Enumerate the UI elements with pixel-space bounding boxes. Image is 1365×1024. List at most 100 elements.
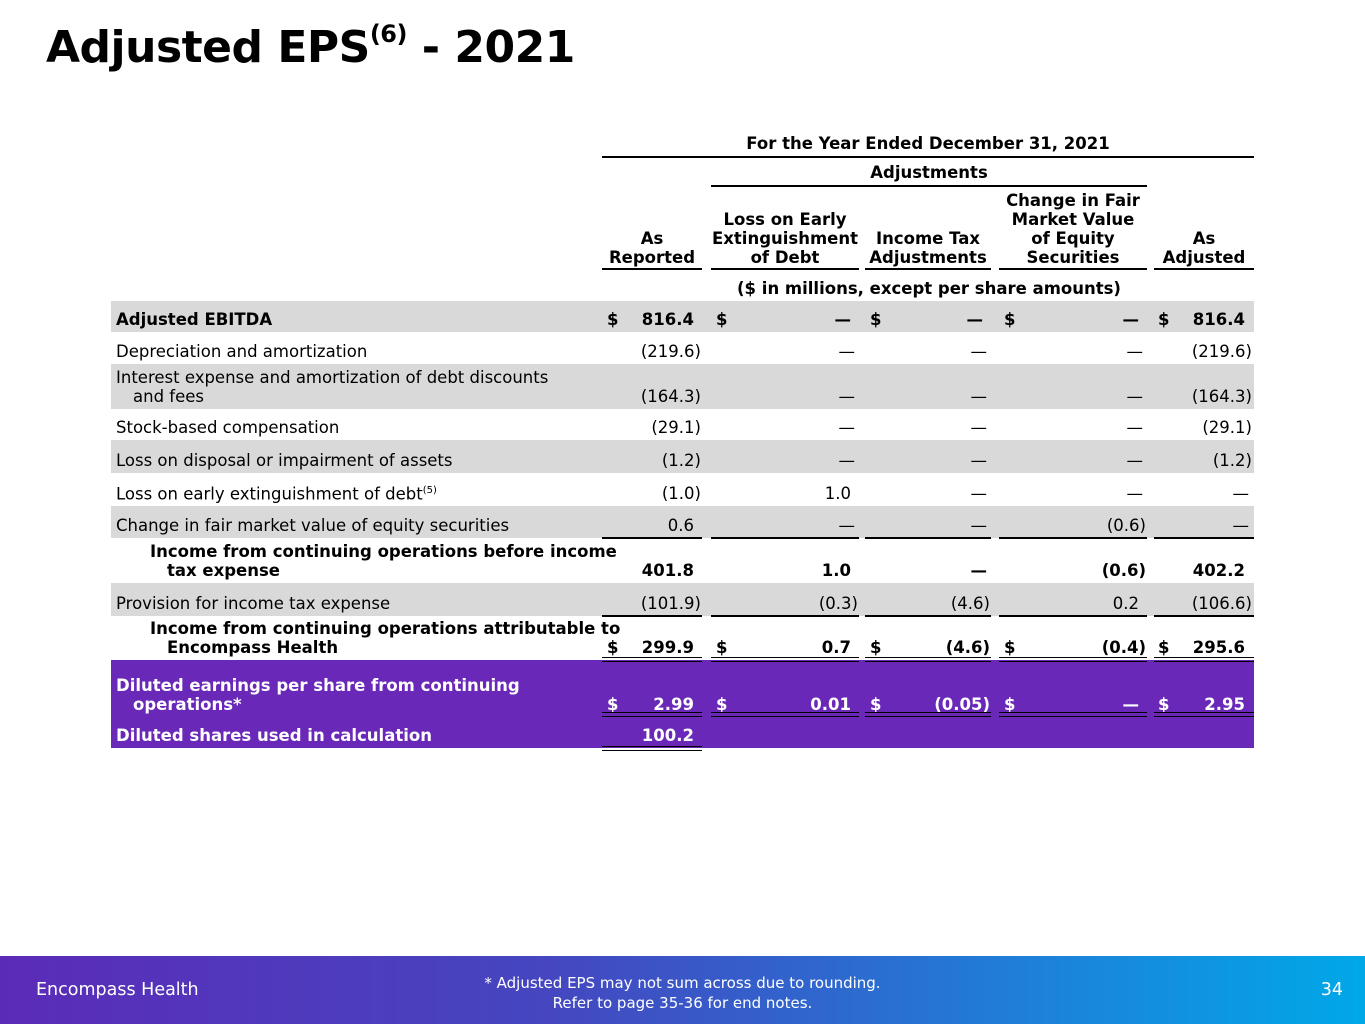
table-row: Income from continuing operations attrib…: [111, 616, 1254, 660]
subtotal-rule: [1154, 615, 1254, 617]
table-cell: 0.6: [667, 516, 694, 535]
page-title-footnote: (6): [369, 20, 408, 49]
table-cell: 402.2: [1192, 561, 1245, 580]
table-cell: (164.3): [640, 387, 701, 406]
table-cell: (4.6): [945, 638, 990, 657]
period-header-rule: [602, 156, 1254, 158]
table-cell: (1.2): [1212, 451, 1252, 470]
period-header: For the Year Ended December 31, 2021: [746, 134, 1110, 153]
subtotal-rule: [865, 615, 991, 617]
col-rule-as-adjusted: [1154, 268, 1254, 270]
row-label: Depreciation and amortization: [116, 342, 368, 361]
currency-symbol: $: [607, 310, 619, 329]
row-label: Diluted shares used in calculation: [116, 726, 432, 745]
total-double-rule: [711, 657, 859, 662]
table-cell: —: [1126, 484, 1144, 503]
total-double-rule: [1154, 657, 1254, 662]
row-label: Provision for income tax expense: [116, 594, 391, 613]
adjustments-header-rule: [711, 185, 1147, 187]
col-header-change-in-fair-market-value: Change in Fair Market Value of Equity Secur…: [1006, 191, 1140, 267]
currency-symbol: $: [716, 695, 728, 714]
table-row: Loss on disposal or impairment of assets…: [111, 440, 1254, 473]
table-cell: —: [970, 387, 988, 406]
table-cell: —: [1122, 310, 1140, 329]
table-row: Provision for income tax expense (101.9) (…: [111, 583, 1254, 616]
footer-note-line-1: * Adjusted EPS may not sum across due to…: [484, 974, 881, 992]
currency-symbol: $: [870, 695, 882, 714]
table-cell: (219.6): [640, 342, 701, 361]
row-label: Income from continuing operations before…: [150, 542, 617, 580]
table-row: Adjusted EBITDA $816.4 $ — $ — $ — $816.4: [111, 301, 1254, 332]
row-label: Adjusted EBITDA: [116, 310, 273, 329]
units-header: ($ in millions, except per share amounts…: [737, 279, 1121, 298]
table-cell: —: [1232, 484, 1250, 503]
table-cell: —: [838, 342, 856, 361]
currency-symbol: $: [607, 638, 619, 657]
adjustments-header: Adjustments: [870, 163, 988, 182]
table-cell: 295.6: [1192, 638, 1245, 657]
table-cell: —: [1126, 387, 1144, 406]
table-row: Stock-based compensation (29.1) — — — (29.1): [111, 409, 1254, 440]
col-rule-as-reported: [602, 268, 702, 270]
table-cell: 1.0: [824, 484, 851, 503]
table-cell: (0.6): [1106, 516, 1146, 535]
currency-symbol: $: [1158, 695, 1170, 714]
total-double-rule: [865, 657, 991, 662]
footer-bar: Encompass Health * Adjusted EPS may not …: [0, 956, 1365, 1024]
table-cell: —: [1126, 418, 1144, 437]
table-cell: —: [838, 418, 856, 437]
table-cell: (29.1): [1202, 418, 1252, 437]
table-cell: (219.6): [1191, 342, 1252, 361]
table-row: Depreciation and amortization (219.6) — — — (…: [111, 332, 1254, 364]
table-cell: 2.95: [1204, 695, 1245, 714]
total-double-rule: [1154, 712, 1254, 717]
table-cell: (1.2): [661, 451, 701, 470]
footer-brand: Encompass Health: [36, 980, 199, 1000]
currency-symbol: $: [1158, 310, 1170, 329]
row-label: Income from continuing operations attrib…: [150, 619, 621, 657]
table-cell: (0.4): [1101, 638, 1146, 657]
total-double-rule: [602, 657, 702, 662]
row-label: Interest expense and amortization of deb…: [116, 368, 549, 406]
col-header-income-tax-adjustments: Income Tax Adjustments: [869, 229, 987, 267]
table-row: Interest expense and amortization of deb…: [111, 364, 1254, 409]
currency-symbol: $: [716, 310, 728, 329]
col-rule-income-tax-adjustments: [865, 268, 991, 270]
table-cell: 2.99: [653, 695, 694, 714]
table-cell: 0.01: [810, 695, 851, 714]
table-cell: —: [970, 342, 988, 361]
total-double-rule: [999, 657, 1147, 662]
table-cell: —: [838, 451, 856, 470]
subtotal-rule: [602, 615, 702, 617]
col-rule-change-in-fair-market-value: [999, 268, 1147, 270]
col-header-as-reported: As Reported: [608, 229, 696, 267]
table-cell: (0.6): [1101, 561, 1146, 580]
currency-symbol: $: [870, 310, 882, 329]
col-rule-loss-on-early-extinguishment: [711, 268, 859, 270]
page-title: Adjusted EPS(6) - 2021: [46, 20, 576, 73]
table-cell: (101.9): [640, 594, 701, 613]
row-label: Loss on early extinguishment of debt(5): [116, 484, 437, 503]
currency-symbol: $: [1004, 695, 1016, 714]
table-row: Change in fair market value of equity se…: [111, 506, 1254, 538]
table-cell: —: [966, 310, 984, 329]
table-cell: —: [970, 561, 988, 580]
table-cell: (0.3): [818, 594, 858, 613]
table-cell: 0.2: [1112, 594, 1139, 613]
col-header-loss-on-early-extinguishment: Loss on Early Extinguishment of Debt: [711, 210, 858, 267]
currency-symbol: $: [1158, 638, 1170, 657]
row-label: Stock-based compensation: [116, 418, 340, 437]
subtotal-rule: [1154, 537, 1254, 539]
table-cell: 0.7: [821, 638, 851, 657]
table-cell: —: [970, 451, 988, 470]
footer-note: * Adjusted EPS may not sum across due to…: [0, 973, 1365, 1013]
table-cell: —: [834, 310, 852, 329]
table-cell: —: [1232, 516, 1250, 535]
table-cell: (29.1): [651, 418, 701, 437]
page-title-suffix: - 2021: [406, 22, 576, 73]
table-cell: —: [1126, 451, 1144, 470]
currency-symbol: $: [607, 695, 619, 714]
subtotal-rule: [711, 537, 859, 539]
table-cell: 299.9: [641, 638, 694, 657]
table-cell: 816.4: [1192, 310, 1245, 329]
